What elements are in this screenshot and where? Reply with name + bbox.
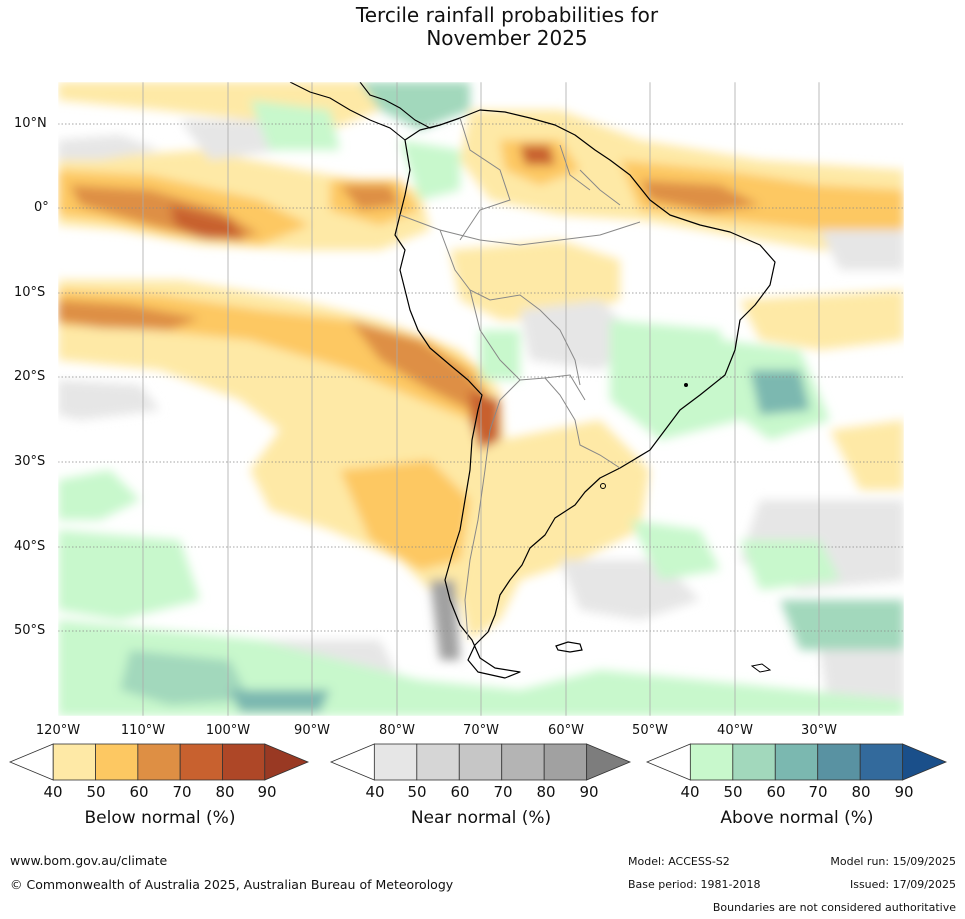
south-georgia: [750, 663, 772, 673]
colorbar-near-normal: [329, 743, 632, 781]
above-tick: 40: [680, 783, 700, 801]
below-normal-title: Below normal (%): [84, 808, 236, 828]
lat-label-0: 0°: [34, 200, 49, 215]
below-cbar-box: [137, 743, 181, 781]
near-tick: 50: [407, 783, 427, 801]
above-cbar-box: [732, 743, 776, 781]
lat-label-40s: 40°S: [14, 539, 46, 554]
falkland-islands: [555, 641, 583, 653]
near-tick: 40: [365, 783, 385, 801]
lat-label-50s: 50°S: [14, 623, 46, 638]
lon-label-70w: 70°W: [463, 723, 499, 738]
below-tick: 40: [43, 783, 63, 801]
above-normal-title: Above normal (%): [720, 808, 874, 828]
above-tick: 70: [808, 783, 828, 801]
central-america-coastline: [289, 82, 441, 141]
above-tick: 80: [851, 783, 871, 801]
below-tick: 60: [129, 783, 149, 801]
above-cbar-box: [817, 743, 861, 781]
disclaimer-text: Boundaries are not considered authoritat…: [712, 901, 956, 914]
below-cbar-box: [222, 743, 266, 781]
lon-label-30w: 30°W: [801, 723, 837, 738]
near-cbar-box: [458, 743, 503, 781]
south-america-coastline: [394, 109, 776, 679]
lon-label-80w: 80°W: [379, 723, 415, 738]
above-cbar-box: [689, 743, 734, 781]
lat-label-10n: 10°N: [14, 116, 47, 131]
near-tick: 70: [493, 783, 513, 801]
colorbar-above-normal: [645, 743, 948, 781]
model-run-text: Model run: 15/09/2025: [830, 855, 956, 868]
above-cbar-box: [774, 743, 819, 781]
near-cbar-box: [501, 743, 545, 781]
model-text: Model: ACCESS-S2: [628, 855, 730, 868]
lon-label-90w: 90°W: [294, 723, 330, 738]
below-cbar-box: [179, 743, 223, 781]
near-normal-title: Near normal (%): [410, 808, 552, 828]
above-cbar-min-triangle: [645, 743, 691, 781]
copyright-text: © Commonwealth of Australia 2025, Austra…: [10, 877, 454, 892]
near-tick: 60: [450, 783, 470, 801]
near-tick: 80: [536, 783, 556, 801]
below-cbar-box: [52, 743, 96, 781]
near-cbar-box: [416, 743, 460, 781]
near-cbar-max-triangle: [586, 743, 632, 781]
near-cbar-box: [373, 743, 418, 781]
map-panel: [58, 82, 904, 716]
below-cbar-box: [95, 743, 139, 781]
country-borders: [399, 117, 641, 641]
lat-label-20s: 20°S: [14, 369, 46, 384]
map-title-line2: November 2025: [426, 26, 588, 50]
colorbar-below-normal: [8, 743, 310, 781]
lon-label-120w: 120°W: [35, 723, 81, 738]
below-cbar-min-triangle: [8, 743, 54, 781]
probability-shading: [58, 82, 904, 716]
lon-label-60w: 60°W: [548, 723, 584, 738]
lat-label-10s: 10°S: [14, 285, 46, 300]
near-cbar-box: [543, 743, 588, 781]
below-tick: 70: [172, 783, 192, 801]
lat-label-30s: 30°S: [14, 454, 46, 469]
below-tick: 80: [215, 783, 235, 801]
above-cbar-box: [859, 743, 904, 781]
near-tick: 90: [579, 783, 599, 801]
base-period-text: Base period: 1981-2018: [628, 878, 761, 891]
issued-text: Issued: 17/09/2025: [849, 878, 956, 891]
near-cbar-min-triangle: [329, 743, 375, 781]
below-tick: 90: [257, 783, 277, 801]
above-tick: 50: [723, 783, 743, 801]
website-link[interactable]: www.bom.gov.au/climate: [10, 853, 168, 868]
above-cbar-max-triangle: [902, 743, 948, 781]
lon-label-110w: 110°W: [120, 723, 166, 738]
below-cbar-max-triangle: [264, 743, 310, 781]
lon-label-50w: 50°W: [632, 723, 668, 738]
above-tick: 90: [894, 783, 914, 801]
map-title: Tercile rainfall probabilities for Novem…: [0, 4, 965, 50]
above-tick: 60: [766, 783, 786, 801]
below-tick: 50: [86, 783, 106, 801]
lon-label-40w: 40°W: [717, 723, 753, 738]
graticule: [58, 123, 904, 632]
lon-label-100w: 100°W: [205, 723, 251, 738]
map-title-line1: Tercile rainfall probabilities for: [355, 3, 659, 27]
